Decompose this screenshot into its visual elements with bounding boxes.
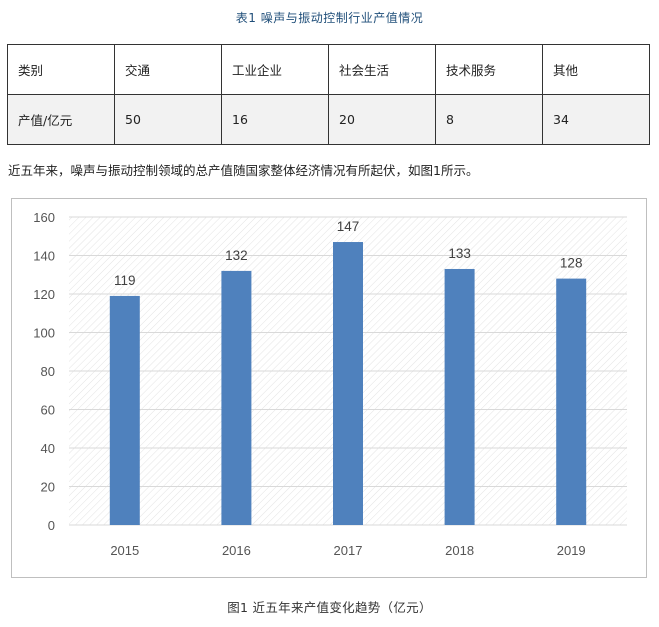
bar xyxy=(109,295,140,525)
bar-chart: 0 20 40 60 80 100 120 140 160 119 132 147 133 128 20… xyxy=(11,198,647,578)
industry-output-table: 类别 交通 工业企业 社会生活 技术服务 其他 产值/亿元 50 16 20 8… xyxy=(7,44,650,145)
table-cell: 34 xyxy=(542,94,650,145)
table-header-cell: 技术服务 xyxy=(435,44,543,95)
bar xyxy=(333,242,363,525)
body-paragraph: 近五年来，噪声与振动控制领域的总产值随国家整体经济情况有所起伏，如图1所示。 xyxy=(8,163,479,178)
table-header-cell: 工业企业 xyxy=(221,44,329,95)
data-label: 132 xyxy=(225,248,248,263)
table-cell: 50 xyxy=(114,94,222,145)
x-tick-label: 2015 xyxy=(110,543,139,558)
table-title: 表1 噪声与振动控制行业产值情况 xyxy=(235,11,424,25)
bar xyxy=(444,268,475,525)
table-cell: 20 xyxy=(328,94,436,145)
y-tick-label: 140 xyxy=(33,249,55,264)
figure-caption: 图1 近五年来产值变化趋势（亿元） xyxy=(227,600,432,615)
y-tick-label: 160 xyxy=(33,210,55,225)
x-tick-label: 2017 xyxy=(334,543,363,558)
y-tick-label: 120 xyxy=(33,287,55,302)
x-tick-label: 2018 xyxy=(445,543,474,558)
data-label: 128 xyxy=(560,256,583,271)
table-header-row: 类别 交通 工业企业 社会生活 技术服务 其他 xyxy=(7,44,650,95)
bar xyxy=(221,270,252,525)
y-tick-label: 100 xyxy=(33,326,55,341)
y-tick-label: 80 xyxy=(41,364,55,379)
table-header-cell: 类别 xyxy=(7,44,115,95)
table-row: 产值/亿元 50 16 20 8 34 xyxy=(7,94,650,145)
x-tick-label: 2019 xyxy=(557,543,586,558)
table-cell: 16 xyxy=(221,94,329,145)
y-tick-label: 60 xyxy=(41,403,55,418)
x-tick-label: 2016 xyxy=(222,543,251,558)
table-cell: 产值/亿元 xyxy=(7,94,115,145)
y-tick-label: 20 xyxy=(41,480,55,495)
bar xyxy=(556,278,587,525)
data-label: 119 xyxy=(114,273,136,288)
table-header-cell: 交通 xyxy=(114,44,222,95)
data-label: 133 xyxy=(448,246,471,261)
table-header-cell: 其他 xyxy=(542,44,650,95)
table-header-cell: 社会生活 xyxy=(328,44,436,95)
y-tick-label: 0 xyxy=(48,518,55,533)
bar-chart-svg: 0 20 40 60 80 100 120 140 160 119 132 147 133 128 20… xyxy=(33,210,627,558)
table-cell: 8 xyxy=(435,94,543,145)
y-tick-label: 40 xyxy=(41,441,55,456)
data-label: 147 xyxy=(337,219,360,234)
